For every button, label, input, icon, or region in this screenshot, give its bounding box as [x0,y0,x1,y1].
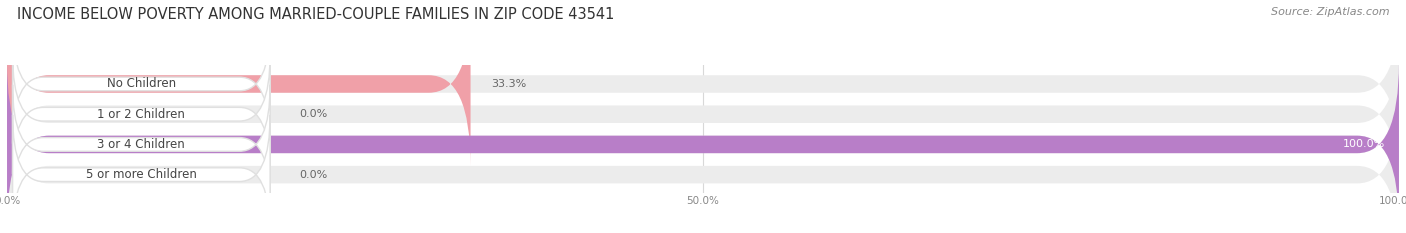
FancyBboxPatch shape [7,2,1399,166]
FancyBboxPatch shape [7,62,1399,226]
FancyBboxPatch shape [7,62,1399,226]
Text: 1 or 2 Children: 1 or 2 Children [97,108,186,121]
FancyBboxPatch shape [13,115,270,233]
Text: 0.0%: 0.0% [299,170,328,180]
FancyBboxPatch shape [7,2,471,166]
FancyBboxPatch shape [7,93,1399,233]
Text: 3 or 4 Children: 3 or 4 Children [97,138,186,151]
FancyBboxPatch shape [7,32,1399,196]
Text: Source: ZipAtlas.com: Source: ZipAtlas.com [1271,7,1389,17]
Text: 33.3%: 33.3% [492,79,527,89]
FancyBboxPatch shape [13,24,270,144]
Text: 0.0%: 0.0% [299,109,328,119]
FancyBboxPatch shape [13,55,270,174]
Text: 100.0%: 100.0% [1343,139,1385,149]
Text: INCOME BELOW POVERTY AMONG MARRIED-COUPLE FAMILIES IN ZIP CODE 43541: INCOME BELOW POVERTY AMONG MARRIED-COUPL… [17,7,614,22]
Text: No Children: No Children [107,78,176,90]
Text: 5 or more Children: 5 or more Children [86,168,197,181]
FancyBboxPatch shape [13,85,270,204]
